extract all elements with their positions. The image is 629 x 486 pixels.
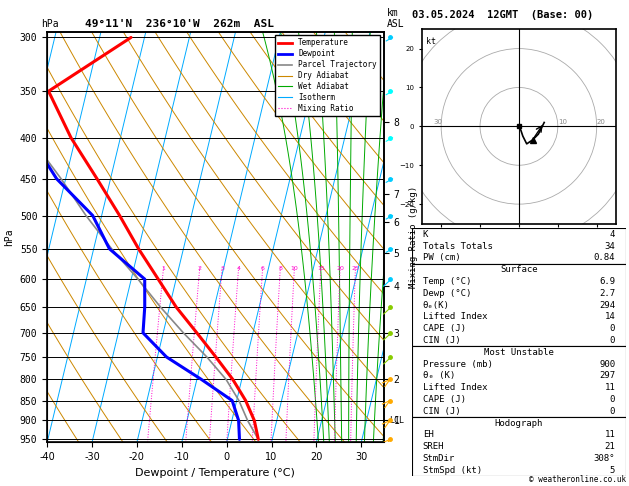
Text: Totals Totals: Totals Totals (423, 242, 493, 251)
Text: 0: 0 (610, 324, 615, 333)
Text: θₑ(K): θₑ(K) (423, 301, 450, 310)
Text: CAPE (J): CAPE (J) (423, 395, 465, 404)
Text: 03.05.2024  12GMT  (Base: 00): 03.05.2024 12GMT (Base: 00) (412, 10, 593, 20)
Text: 1: 1 (162, 266, 165, 271)
Text: Hodograph: Hodograph (495, 418, 543, 428)
Text: Pressure (mb): Pressure (mb) (423, 360, 493, 369)
Text: 6.9: 6.9 (599, 277, 615, 286)
Text: 900: 900 (599, 360, 615, 369)
Text: Surface: Surface (500, 265, 538, 274)
Text: © weatheronline.co.uk: © weatheronline.co.uk (529, 474, 626, 484)
Text: km
ASL: km ASL (387, 8, 404, 29)
Text: Mixing Ratio (g/kg): Mixing Ratio (g/kg) (409, 186, 418, 288)
Text: LCL: LCL (389, 416, 404, 425)
Text: 49°11'N  236°10'W  262m  ASL: 49°11'N 236°10'W 262m ASL (85, 19, 274, 29)
Text: 294: 294 (599, 301, 615, 310)
Text: 5: 5 (610, 466, 615, 475)
Text: 0.84: 0.84 (594, 253, 615, 262)
Bar (412, 264, 626, 347)
Text: θₑ (K): θₑ (K) (423, 371, 455, 381)
Text: 25: 25 (352, 266, 359, 271)
Text: PW (cm): PW (cm) (423, 253, 460, 262)
Text: 0: 0 (610, 336, 615, 345)
Text: 10: 10 (558, 120, 567, 125)
Text: 308°: 308° (594, 454, 615, 463)
Text: 6: 6 (260, 266, 265, 271)
Text: Dewp (°C): Dewp (°C) (423, 289, 471, 298)
Text: SREH: SREH (423, 442, 444, 451)
Text: 297: 297 (599, 371, 615, 381)
Text: 4: 4 (610, 230, 615, 239)
Legend: Temperature, Dewpoint, Parcel Trajectory, Dry Adiabat, Wet Adiabat, Isotherm, Mi: Temperature, Dewpoint, Parcel Trajectory… (276, 35, 380, 116)
Text: 14: 14 (604, 312, 615, 321)
Text: Temp (°C): Temp (°C) (423, 277, 471, 286)
Text: 21: 21 (604, 442, 615, 451)
Text: StmSpd (kt): StmSpd (kt) (423, 466, 482, 475)
Text: StmDir: StmDir (423, 454, 455, 463)
Text: CIN (J): CIN (J) (423, 336, 460, 345)
Text: 11: 11 (604, 431, 615, 439)
Text: hPa: hPa (41, 19, 58, 29)
Text: 10: 10 (291, 266, 298, 271)
Text: 30: 30 (433, 120, 442, 125)
Text: 2.7: 2.7 (599, 289, 615, 298)
Text: 0: 0 (610, 395, 615, 404)
X-axis label: Dewpoint / Temperature (°C): Dewpoint / Temperature (°C) (135, 468, 296, 478)
Bar (412, 228, 626, 264)
Text: 3: 3 (220, 266, 224, 271)
Text: 2: 2 (198, 266, 202, 271)
Bar (412, 417, 626, 476)
Text: 20: 20 (336, 266, 344, 271)
Text: kt: kt (426, 37, 436, 46)
Text: 4: 4 (237, 266, 240, 271)
Text: Lifted Index: Lifted Index (423, 312, 487, 321)
Text: 34: 34 (604, 242, 615, 251)
Text: 15: 15 (317, 266, 325, 271)
Text: EH: EH (423, 431, 433, 439)
Text: Lifted Index: Lifted Index (423, 383, 487, 392)
Text: 20: 20 (597, 120, 606, 125)
Text: Most Unstable: Most Unstable (484, 348, 554, 357)
Y-axis label: hPa: hPa (4, 228, 14, 246)
Text: CAPE (J): CAPE (J) (423, 324, 465, 333)
Text: CIN (J): CIN (J) (423, 407, 460, 416)
Bar (412, 347, 626, 417)
Text: 11: 11 (604, 383, 615, 392)
Text: K: K (423, 230, 428, 239)
Text: 0: 0 (610, 407, 615, 416)
Text: 8: 8 (279, 266, 282, 271)
